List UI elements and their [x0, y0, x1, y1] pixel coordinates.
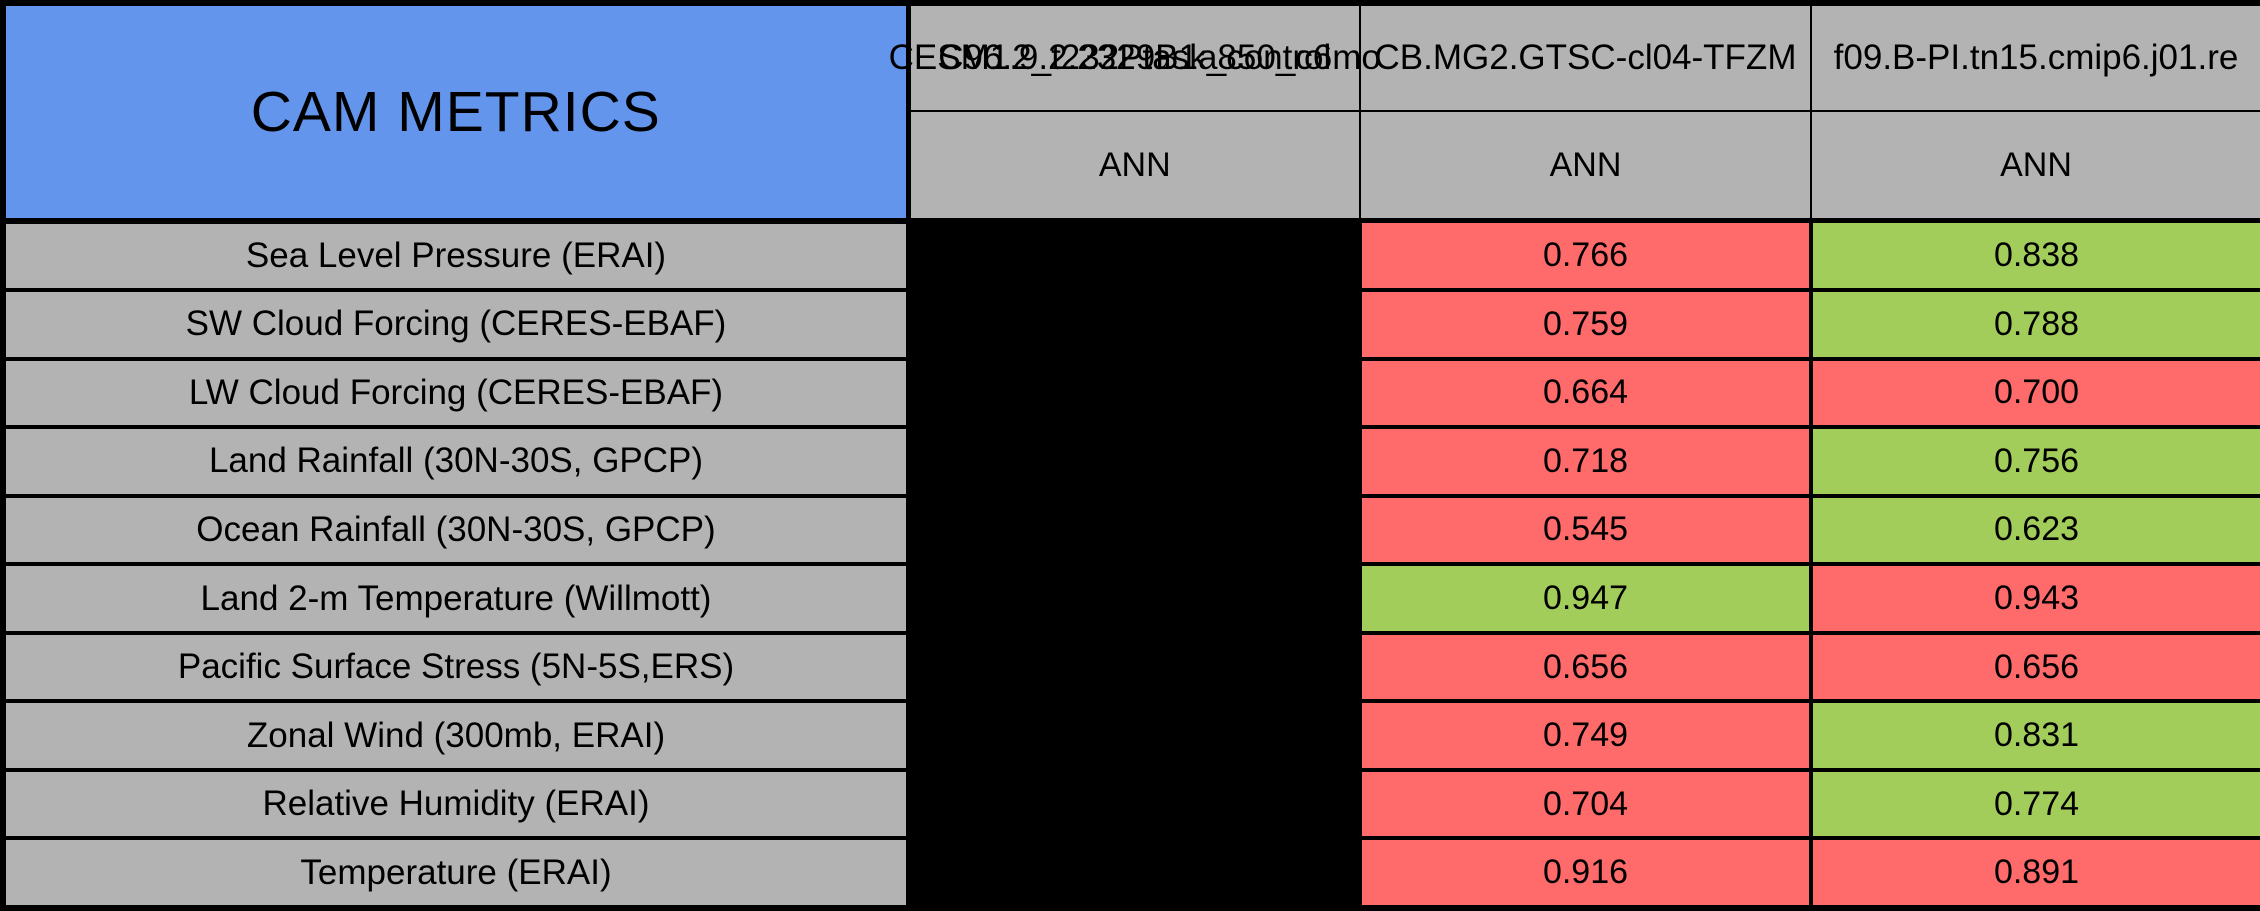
metric-label-cell: Temperature (ERAI): [0, 836, 910, 910]
metric-label-cell: SW Cloud Forcing (CERES-EBAF): [0, 288, 910, 361]
metric-label-cell: Land Rainfall (30N-30S, GPCP): [0, 425, 910, 498]
table-title: CAM METRICS: [250, 79, 661, 144]
blank-cell: [906, 218, 1362, 293]
metric-value-cell: 0.916: [1358, 836, 1813, 910]
metric-value-cell: 0.656: [1358, 630, 1813, 704]
metric-row: Relative Humidity (ERAI) 0.704 0.774: [0, 767, 2260, 841]
metric-value-cell: 0.664: [1358, 356, 1813, 430]
blank-cell: [906, 562, 1362, 635]
metric-label-cell: Relative Humidity (ERAI): [0, 767, 910, 841]
blank-cell: [906, 767, 1362, 841]
metric-value-cell: 0.704: [1358, 767, 1813, 841]
season-header-col2: ANN: [1359, 110, 1812, 223]
metrics-body: Sea Level Pressure (ERAI) 0.766 0.838 SW Cl…: [0, 218, 2260, 910]
blank-cell: [906, 288, 1362, 361]
metric-value-cell: 0.943: [1809, 562, 2260, 635]
season-header-row: ANN ANN ANN: [3, 110, 2260, 223]
case-name-layer-2: C96.2_t232Ptask_control: [938, 38, 1332, 77]
blank-cell: [906, 356, 1362, 430]
metric-row: Sea Level Pressure (ERAI) 0.766 0.838: [0, 218, 2260, 293]
metric-value-cell: 0.656: [1809, 630, 2260, 704]
metric-value-cell: 0.759: [1358, 288, 1813, 361]
metric-value-cell: 0.838: [1809, 218, 2260, 293]
metric-value-cell: 0.756: [1809, 425, 2260, 498]
metric-value-cell: 0.947: [1358, 562, 1813, 635]
blank-cell: [906, 493, 1362, 567]
metric-row: LW Cloud Forcing (CERES-EBAF) 0.664 0.700: [0, 356, 2260, 430]
metric-label-cell: Pacific Surface Stress (5N-5S,ERS): [0, 630, 910, 704]
metric-row: Land 2-m Temperature (Willmott) 0.947 0.94…: [0, 562, 2260, 635]
metric-row: Temperature (ERAI) 0.916 0.891: [0, 836, 2260, 910]
season-header-col1: ANN: [907, 110, 1361, 223]
metric-value-cell: 0.831: [1809, 699, 2260, 772]
metric-row: Zonal Wind (300mb, ERAI) 0.749 0.831: [0, 699, 2260, 772]
metric-label-cell: Sea Level Pressure (ERAI): [0, 218, 910, 293]
metric-row: Ocean Rainfall (30N-30S, GPCP) 0.545 0.623: [0, 493, 2260, 567]
metric-label-cell: Zonal Wind (300mb, ERAI): [0, 699, 910, 772]
metric-value-cell: 0.891: [1809, 836, 2260, 910]
case-name: f09.B-PI.tn15.cmip6.j01.re: [1833, 38, 2239, 77]
case-header-row: CAM METRICS CESM1.9.2.2329B1a850_c6mo C9…: [3, 2, 2260, 224]
metric-value-cell: 0.774: [1809, 767, 2260, 841]
case-name-header-col3: f09.B-PI.tn15.cmip6.j01.re: [1810, 2, 2260, 112]
blank-cell: [906, 630, 1362, 704]
metric-value-cell: 0.788: [1809, 288, 2260, 361]
metric-value-cell: 0.623: [1809, 493, 2260, 567]
metric-row: Pacific Surface Stress (5N-5S,ERS) 0.656 0…: [0, 630, 2260, 704]
blank-cell: [906, 425, 1362, 498]
blank-cell: [906, 836, 1362, 910]
metric-value-cell: 0.545: [1358, 493, 1813, 567]
case-name-overlap: CESM1.9.2.2329B1a850_c6mo C96.2_t232Ptas…: [889, 6, 1381, 110]
metric-row: SW Cloud Forcing (CERES-EBAF) 0.759 0.788: [0, 288, 2260, 361]
metric-value-cell: 0.718: [1358, 425, 1813, 498]
metric-value-cell: 0.766: [1358, 218, 1813, 293]
case-name-header-col1: CESM1.9.2.2329B1a850_c6mo C96.2_t232Ptas…: [889, 2, 1381, 112]
table-title-cell: CAM METRICS: [3, 3, 911, 224]
case-name-layer-1: CESM1.9.2.2329B1a850_c6mo: [888, 38, 1381, 77]
metric-label-cell: LW Cloud Forcing (CERES-EBAF): [0, 356, 910, 430]
blank-cell: [906, 699, 1362, 772]
metric-row: Land Rainfall (30N-30S, GPCP) 0.718 0.756: [0, 425, 2260, 498]
metric-label-cell: Land 2-m Temperature (Willmott): [0, 562, 910, 635]
metric-value-cell: 0.749: [1358, 699, 1813, 772]
season-header-col3: ANN: [1810, 110, 2260, 223]
metric-label-cell: Ocean Rainfall (30N-30S, GPCP): [0, 493, 910, 567]
metric-value-cell: 0.700: [1809, 356, 2260, 430]
case-name: CB.MG2.GTSC-cl04-TFZM: [1374, 38, 1797, 77]
case-name-header-col2: CB.MG2.GTSC-cl04-TFZM: [1359, 2, 1812, 112]
